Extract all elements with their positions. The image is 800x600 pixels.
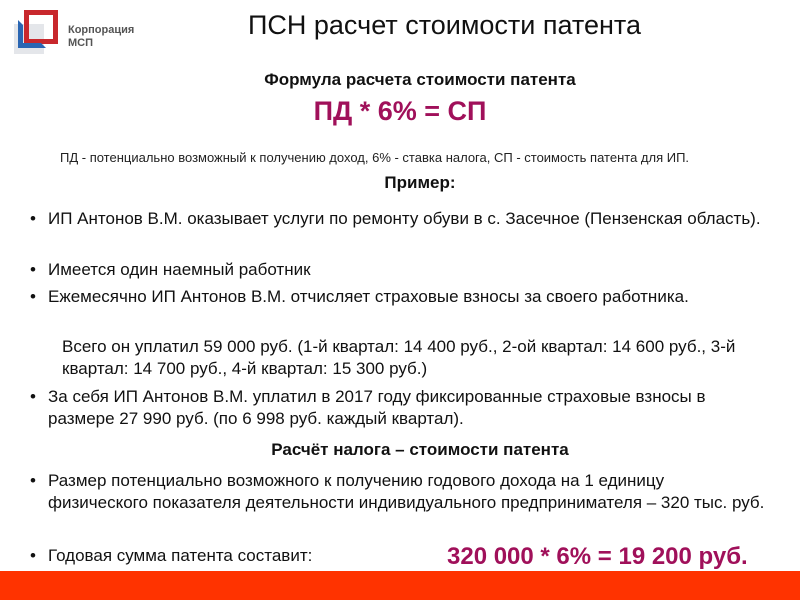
logo-text: Корпорация МСП: [68, 24, 135, 49]
slide-title: ПСН расчет стоимости патента: [248, 10, 641, 40]
list-item: ИП Антонов В.М. оказывает услуги по ремо…: [30, 208, 761, 230]
result-formula: 320 000 * 6% = 19 200 руб.: [447, 543, 748, 570]
list-item: За себя ИП Антонов В.М. уплатил в 2017 г…: [30, 386, 728, 430]
payments-total: Всего он уплатил 59 000 руб. (1-й кварта…: [62, 337, 736, 378]
example-heading: Пример:: [384, 173, 456, 192]
list-item: Годовая сумма патента составит:: [30, 545, 312, 567]
formula-heading: Формула расчета стоимости патента: [264, 70, 576, 89]
logo-mark-red: [24, 10, 58, 44]
logo: Корпорация МСП: [12, 10, 135, 55]
list-item: Размер потенциально возможного к получен…: [30, 470, 768, 514]
calc-heading: Расчёт налога – стоимости патента: [271, 440, 569, 459]
formula: ПД * 6% = СП: [313, 96, 487, 126]
footer-bar: [0, 571, 800, 600]
logo-mark-blue: [18, 20, 46, 48]
formula-legend: ПД - потенциально возможный к получению …: [60, 150, 690, 165]
list-item: Ежемесячно ИП Антонов В.М. отчисляет стр…: [30, 286, 698, 308]
list-item: Имеется один наемный работник: [30, 259, 311, 281]
